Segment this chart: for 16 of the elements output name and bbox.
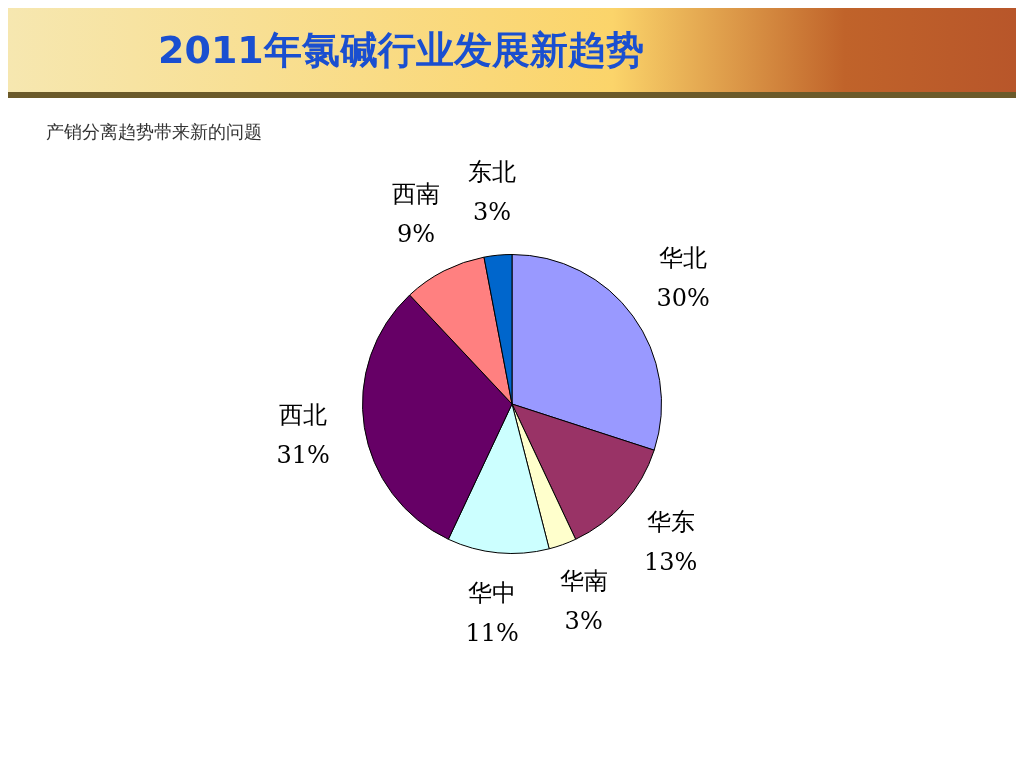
data-label: 3% [473,197,512,226]
data-label: 13% [643,548,698,577]
slice-label: 华东 [646,508,695,537]
chart-title: 2011年氯碱行业发展新趋势 [158,26,644,74]
slice-label: 西南 [391,179,440,208]
slice-label: 东北 [468,157,517,186]
data-label: 3% [564,607,603,636]
chart-subtitle: 产销分离趋势带来新的问题 [46,120,263,144]
slice-label: 华北 [659,243,708,272]
slice-label: 西北 [279,401,328,430]
slice-label: 华南 [559,567,608,596]
data-label: 31% [276,441,330,470]
slice-label: 华中 [468,578,517,607]
data-label: 11% [465,618,519,647]
data-label: 9% [396,219,436,248]
data-label: 30% [656,283,710,312]
